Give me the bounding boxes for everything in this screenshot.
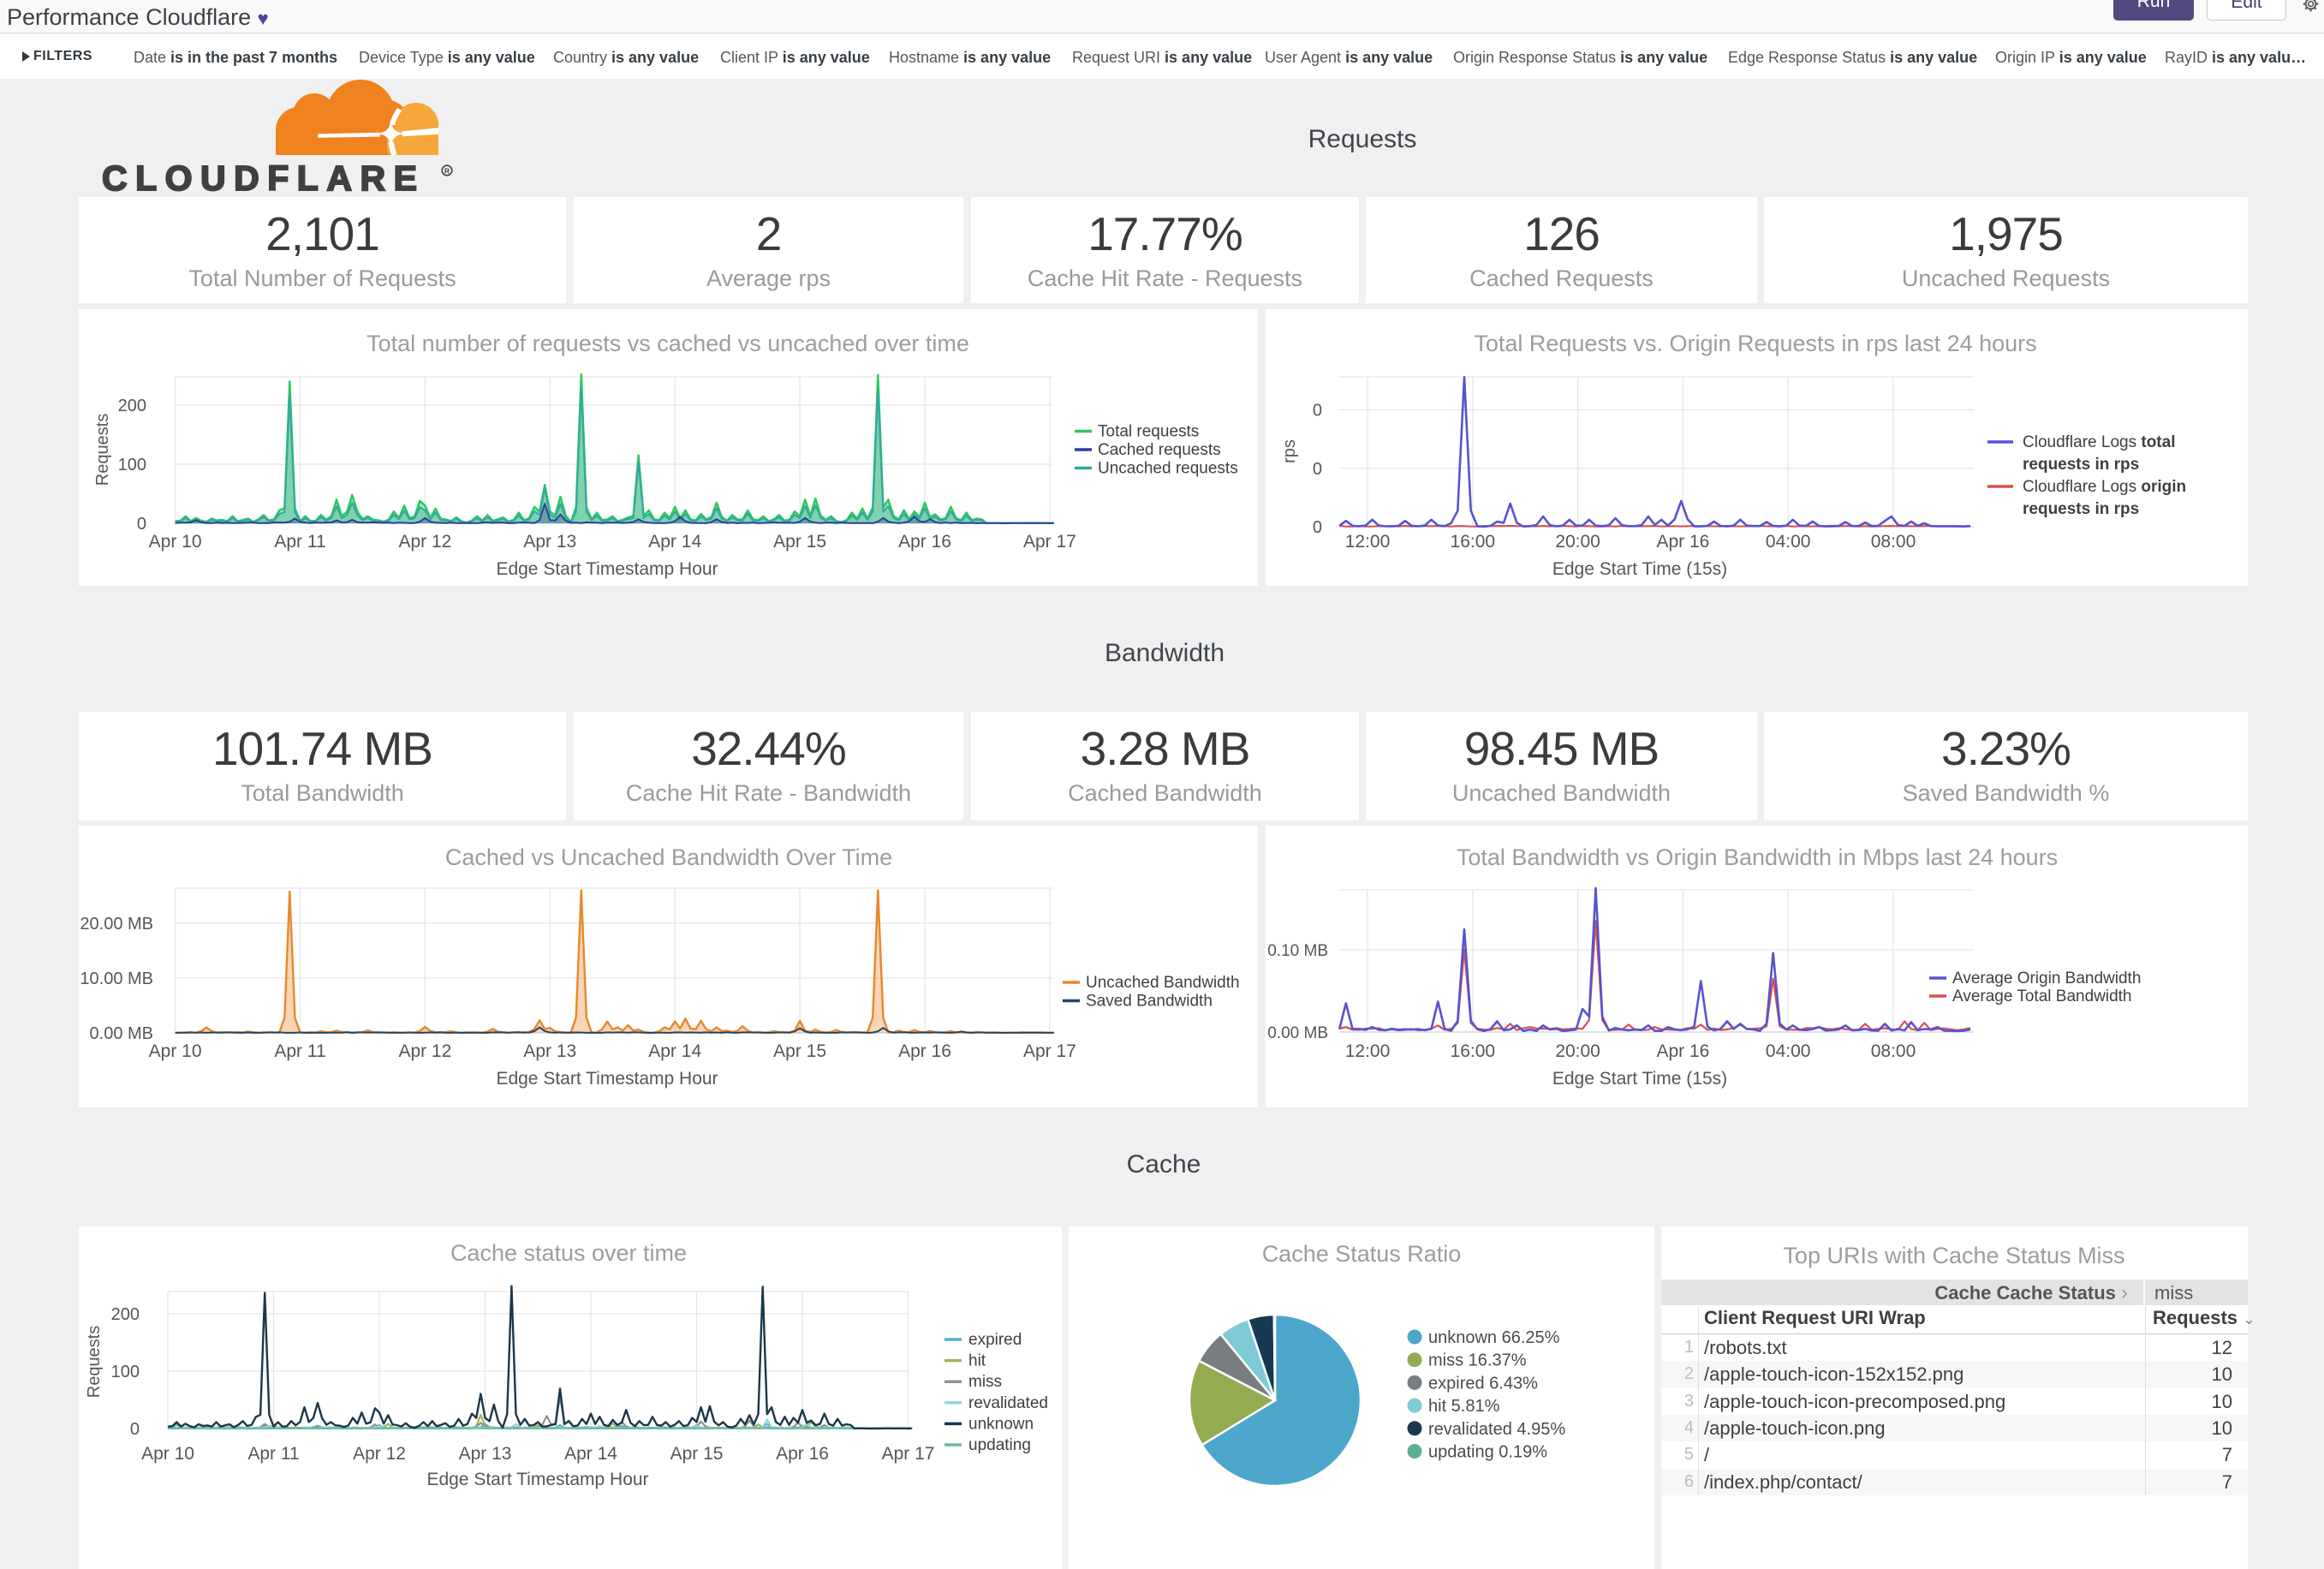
svg-text:Apr 13: Apr 13 bbox=[523, 532, 576, 552]
svg-text:08:00: 08:00 bbox=[1871, 1041, 1916, 1061]
svg-text:Apr 11: Apr 11 bbox=[274, 532, 325, 552]
svg-text:Apr 13: Apr 13 bbox=[523, 1041, 576, 1061]
svg-text:08:00: 08:00 bbox=[1871, 532, 1916, 552]
svg-text:unknown: unknown bbox=[968, 1415, 1034, 1433]
svg-text:Apr 15: Apr 15 bbox=[773, 1041, 826, 1061]
svg-text:Apr 13: Apr 13 bbox=[459, 1444, 512, 1464]
svg-text:Average Origin Bandwidth: Average Origin Bandwidth bbox=[1952, 969, 2141, 987]
svg-text:Uncached requests: Uncached requests bbox=[1098, 460, 1238, 478]
svg-text:0: 0 bbox=[1313, 460, 1322, 479]
svg-text:Requests: Requests bbox=[85, 1326, 104, 1399]
svg-text:Uncached Bandwidth: Uncached Bandwidth bbox=[1086, 974, 1240, 992]
svg-text:16:00: 16:00 bbox=[1451, 1041, 1496, 1061]
svg-text:Edge Start Timestamp Hour: Edge Start Timestamp Hour bbox=[426, 1470, 648, 1489]
svg-text:Cloudflare Logs origin: Cloudflare Logs origin bbox=[2023, 478, 2186, 496]
svg-text:0.00 MB: 0.00 MB bbox=[1267, 1024, 1328, 1042]
svg-text:20:00: 20:00 bbox=[1555, 1041, 1600, 1061]
svg-text:0: 0 bbox=[1313, 518, 1322, 537]
svg-text:Apr 16: Apr 16 bbox=[776, 1444, 829, 1464]
svg-text:Total requests: Total requests bbox=[1098, 423, 1199, 441]
svg-text:Cached vs Uncached Bandwidth O: Cached vs Uncached Bandwidth Over Time bbox=[445, 844, 892, 870]
svg-text:200: 200 bbox=[111, 1305, 140, 1324]
svg-text:Apr 14: Apr 14 bbox=[564, 1444, 617, 1464]
svg-text:Average Total Bandwidth: Average Total Bandwidth bbox=[1952, 987, 2132, 1005]
svg-text:Apr 11: Apr 11 bbox=[274, 1041, 325, 1061]
svg-text:0: 0 bbox=[130, 1420, 140, 1439]
svg-text:Cache status over time: Cache status over time bbox=[450, 1240, 687, 1266]
svg-text:200: 200 bbox=[118, 397, 146, 415]
svg-text:Cache Status Ratio: Cache Status Ratio bbox=[1262, 1241, 1462, 1267]
svg-text:expired: expired bbox=[968, 1331, 1022, 1349]
svg-text:100: 100 bbox=[118, 456, 146, 474]
svg-text:0: 0 bbox=[137, 515, 146, 534]
svg-text:0.10 MB: 0.10 MB bbox=[1267, 942, 1328, 960]
svg-text:requests in rps: requests in rps bbox=[2023, 456, 2139, 474]
svg-text:Edge Start Timestamp Hour: Edge Start Timestamp Hour bbox=[496, 1069, 718, 1089]
svg-text:Apr 17: Apr 17 bbox=[882, 1444, 935, 1464]
svg-text:Apr 17: Apr 17 bbox=[1023, 1041, 1076, 1061]
svg-text:Edge Start Timestamp Hour: Edge Start Timestamp Hour bbox=[496, 559, 718, 579]
svg-text:Apr 16: Apr 16 bbox=[1656, 1041, 1709, 1061]
svg-text:Top URIs with Cache Status Mis: Top URIs with Cache Status Miss bbox=[1783, 1243, 2124, 1268]
svg-text:Total Requests vs. Origin Requ: Total Requests vs. Origin Requests in rp… bbox=[1474, 331, 2036, 356]
svg-text:Total number of requests vs ca: Total number of requests vs cached vs un… bbox=[366, 331, 969, 356]
svg-text:12:00: 12:00 bbox=[1345, 1041, 1391, 1061]
svg-text:hit: hit bbox=[968, 1352, 986, 1370]
svg-text:Apr 12: Apr 12 bbox=[398, 532, 451, 552]
svg-text:Apr 15: Apr 15 bbox=[773, 532, 826, 552]
svg-text:04:00: 04:00 bbox=[1766, 1041, 1811, 1061]
svg-text:rps: rps bbox=[1280, 439, 1299, 463]
svg-text:updating: updating bbox=[968, 1436, 1031, 1454]
svg-text:100: 100 bbox=[111, 1363, 140, 1381]
svg-text:Apr 12: Apr 12 bbox=[398, 1041, 451, 1061]
svg-text:Total Bandwidth vs Origin Band: Total Bandwidth vs Origin Bandwidth in M… bbox=[1457, 844, 2058, 870]
svg-text:Apr 12: Apr 12 bbox=[353, 1444, 406, 1464]
svg-text:Saved Bandwidth: Saved Bandwidth bbox=[1086, 993, 1213, 1011]
svg-text:Edge Start Time (15s): Edge Start Time (15s) bbox=[1552, 559, 1727, 579]
svg-text:Apr 17: Apr 17 bbox=[1023, 532, 1076, 552]
svg-text:miss: miss bbox=[968, 1373, 1002, 1391]
svg-text:Cloudflare Logs total: Cloudflare Logs total bbox=[2023, 433, 2175, 451]
svg-text:requests in rps: requests in rps bbox=[2023, 500, 2139, 518]
svg-text:Edge Start Time (15s): Edge Start Time (15s) bbox=[1552, 1069, 1727, 1089]
svg-text:12:00: 12:00 bbox=[1345, 532, 1391, 552]
svg-text:hit 5.81%: hit 5.81% bbox=[1428, 1397, 1500, 1416]
svg-text:Apr 10: Apr 10 bbox=[141, 1444, 194, 1464]
svg-text:Apr 16: Apr 16 bbox=[898, 1041, 951, 1061]
svg-text:20.00 MB: 20.00 MB bbox=[80, 915, 153, 934]
svg-text:Apr 16: Apr 16 bbox=[1656, 532, 1709, 552]
svg-text:04:00: 04:00 bbox=[1766, 532, 1811, 552]
svg-text:revalidated: revalidated bbox=[968, 1394, 1048, 1412]
svg-text:Apr 10: Apr 10 bbox=[149, 532, 202, 552]
svg-text:10.00 MB: 10.00 MB bbox=[80, 969, 153, 988]
svg-text:Apr 15: Apr 15 bbox=[670, 1444, 724, 1464]
svg-text:revalidated 4.95%: revalidated 4.95% bbox=[1428, 1420, 1565, 1439]
svg-text:Apr 16: Apr 16 bbox=[898, 532, 951, 552]
svg-text:Apr 10: Apr 10 bbox=[149, 1041, 202, 1061]
svg-text:Cached requests: Cached requests bbox=[1098, 441, 1221, 459]
svg-text:updating 0.19%: updating 0.19% bbox=[1428, 1443, 1547, 1462]
svg-text:Apr 11: Apr 11 bbox=[247, 1444, 299, 1464]
svg-text:Requests: Requests bbox=[93, 414, 112, 486]
svg-text:expired 6.43%: expired 6.43% bbox=[1428, 1374, 1538, 1393]
svg-text:Apr 14: Apr 14 bbox=[648, 1041, 701, 1061]
svg-text:20:00: 20:00 bbox=[1555, 532, 1600, 552]
svg-text:Apr 14: Apr 14 bbox=[648, 532, 701, 552]
svg-text:0.00 MB: 0.00 MB bbox=[90, 1024, 153, 1043]
svg-text:0: 0 bbox=[1313, 402, 1322, 421]
svg-text:miss 16.37%: miss 16.37% bbox=[1428, 1351, 1527, 1370]
svg-text:unknown 66.25%: unknown 66.25% bbox=[1428, 1328, 1560, 1347]
svg-text:16:00: 16:00 bbox=[1451, 532, 1496, 552]
